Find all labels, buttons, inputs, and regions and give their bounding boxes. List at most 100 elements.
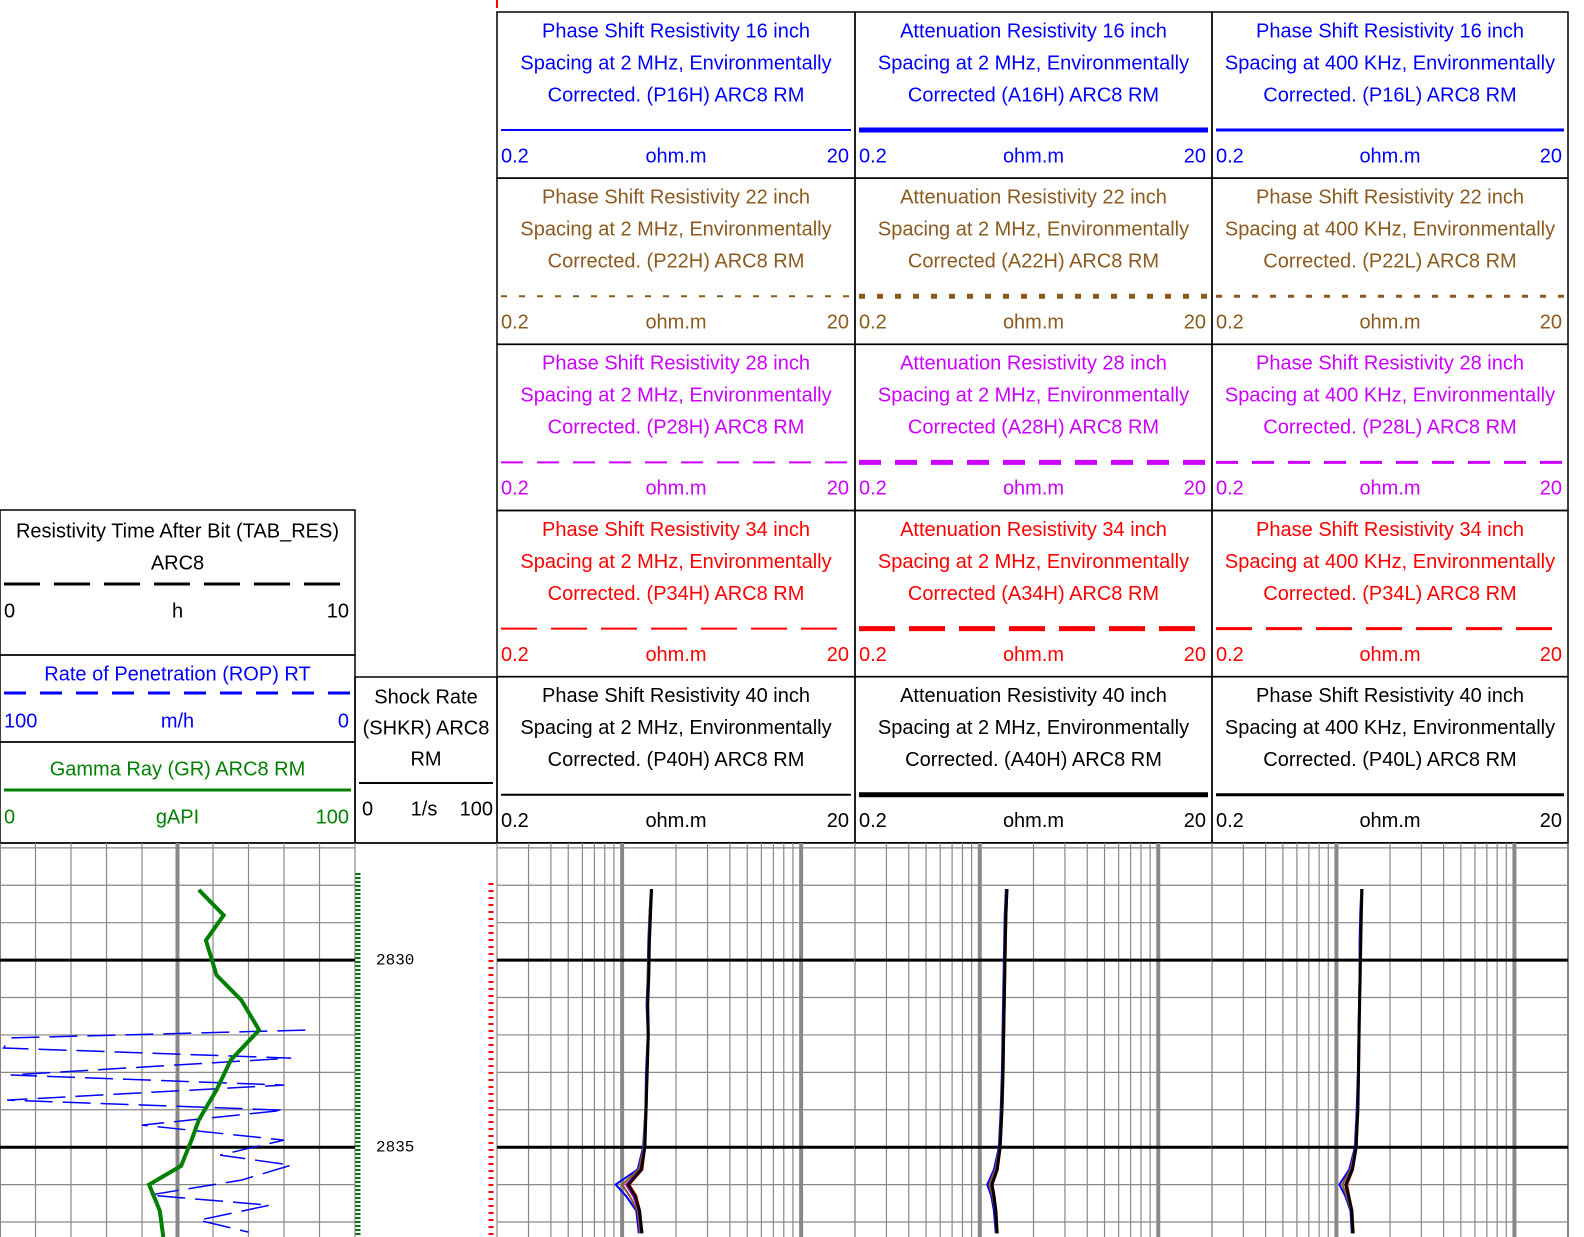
header-title: Spacing at 400 KHz, Environmentally <box>1225 218 1555 240</box>
scale-right: 20 <box>827 478 849 500</box>
header-title: Corrected. (P40L) ARC8 RM <box>1263 749 1516 771</box>
header-title: Corrected. (P34L) ARC8 RM <box>1263 583 1516 605</box>
header-title: Spacing at 2 MHz, Environmentally <box>878 52 1189 74</box>
header-title: ARC8 <box>151 552 204 574</box>
header-title: Gamma Ray (GR) ARC8 RM <box>50 758 306 780</box>
scale-unit: ohm.m <box>1003 644 1064 666</box>
scale-unit: ohm.m <box>645 311 706 333</box>
header-title: Spacing at 2 MHz, Environmentally <box>520 551 831 573</box>
header-title: Spacing at 2 MHz, Environmentally <box>878 551 1189 573</box>
header-title: Phase Shift Resistivity 16 inch <box>542 20 810 42</box>
scale-right: 20 <box>1540 145 1562 167</box>
scale-right: 20 <box>1184 145 1206 167</box>
scale-unit: 1/s <box>411 798 438 820</box>
header-title: Corrected. (P34H) ARC8 RM <box>548 583 805 605</box>
scale-unit: ohm.m <box>1359 810 1420 832</box>
header-title: Phase Shift Resistivity 34 inch <box>1256 519 1524 541</box>
header-title: Phase Shift Resistivity 40 inch <box>1256 685 1524 707</box>
scale-left: 0.2 <box>859 644 887 666</box>
header-title: Phase Shift Resistivity 40 inch <box>542 685 810 707</box>
scale-unit: ohm.m <box>645 810 706 832</box>
depth-label: 2830 <box>376 951 414 969</box>
header-title: Phase Shift Resistivity 28 inch <box>542 353 810 375</box>
scale-unit: ohm.m <box>1359 311 1420 333</box>
header-title: Corrected. (P40H) ARC8 RM <box>548 749 805 771</box>
scale-unit: ohm.m <box>1359 644 1420 666</box>
header-title: Corrected (A34H) ARC8 RM <box>908 583 1159 605</box>
header-title: Corrected. (P28L) ARC8 RM <box>1263 417 1516 439</box>
scale-left: 0.2 <box>1216 478 1244 500</box>
header-title: Spacing at 2 MHz, Environmentally <box>520 385 831 407</box>
header-title: Shock Rate <box>374 686 477 708</box>
header-title: (SHKR) ARC8 <box>363 717 490 739</box>
scale-unit: ohm.m <box>645 478 706 500</box>
scale-unit: m/h <box>161 710 194 732</box>
scale-unit: ohm.m <box>1003 311 1064 333</box>
header-title: Corrected. (P16L) ARC8 RM <box>1263 84 1516 106</box>
scale-right: 20 <box>827 145 849 167</box>
scale-right: 10 <box>327 600 349 622</box>
scale-left: 0.2 <box>1216 311 1244 333</box>
scale-unit: ohm.m <box>1359 145 1420 167</box>
header-title: Spacing at 400 KHz, Environmentally <box>1225 717 1555 739</box>
header-title: Spacing at 2 MHz, Environmentally <box>520 717 831 739</box>
header-title: Corrected. (P16H) ARC8 RM <box>548 84 805 106</box>
scale-right: 20 <box>1184 478 1206 500</box>
header-title: Corrected. (P22H) ARC8 RM <box>548 250 805 272</box>
log-curve <box>146 888 262 1237</box>
scale-right: 20 <box>827 311 849 333</box>
scale-right: 20 <box>1184 311 1206 333</box>
scale-left: 0 <box>4 600 15 622</box>
scale-left: 0 <box>4 806 15 828</box>
scale-unit: ohm.m <box>1359 478 1420 500</box>
scale-left: 0.2 <box>859 145 887 167</box>
header-title: Corrected. (P28H) ARC8 RM <box>548 417 805 439</box>
scale-right: 20 <box>1540 810 1562 832</box>
scale-left: 0 <box>362 798 373 820</box>
header-title: Spacing at 2 MHz, Environmentally <box>878 385 1189 407</box>
scale-unit: gAPI <box>156 806 199 828</box>
header-title: Attenuation Resistivity 16 inch <box>900 20 1167 42</box>
scale-left: 0.2 <box>501 145 529 167</box>
header-title: RM <box>410 748 441 770</box>
log-curve <box>990 888 1009 1234</box>
header-title: Spacing at 400 KHz, Environmentally <box>1225 52 1555 74</box>
header-title: Spacing at 2 MHz, Environmentally <box>520 218 831 240</box>
header-title: Spacing at 2 MHz, Environmentally <box>878 218 1189 240</box>
scale-left: 0.2 <box>1216 644 1244 666</box>
scale-right: 20 <box>1184 810 1206 832</box>
scale-left: 0.2 <box>859 311 887 333</box>
scale-right: 20 <box>1184 644 1206 666</box>
header-title: Attenuation Resistivity 34 inch <box>900 519 1167 541</box>
depth-label: 2835 <box>376 1138 414 1156</box>
scale-right: 20 <box>827 644 849 666</box>
header-title: Spacing at 2 MHz, Environmentally <box>878 717 1189 739</box>
header-title: Corrected. (P22L) ARC8 RM <box>1263 250 1516 272</box>
header-title: Corrected (A16H) ARC8 RM <box>908 84 1159 106</box>
scale-unit: ohm.m <box>645 644 706 666</box>
header-title: Corrected (A22H) ARC8 RM <box>908 250 1159 272</box>
scale-right: 100 <box>460 798 493 820</box>
scale-unit: ohm.m <box>1003 478 1064 500</box>
header-title: Attenuation Resistivity 22 inch <box>900 186 1167 208</box>
header-title: Phase Shift Resistivity 34 inch <box>542 519 810 541</box>
header-title: Resistivity Time After Bit (TAB_RES) <box>16 520 339 542</box>
log-curve <box>2 1029 306 1233</box>
scale-left: 0.2 <box>859 810 887 832</box>
header-title: Spacing at 2 MHz, Environmentally <box>520 52 831 74</box>
header-title: Attenuation Resistivity 28 inch <box>900 353 1167 375</box>
header-title: Phase Shift Resistivity 22 inch <box>1256 186 1524 208</box>
scale-right: 20 <box>1540 478 1562 500</box>
scale-left: 0.2 <box>501 810 529 832</box>
header-title: Phase Shift Resistivity 16 inch <box>1256 20 1524 42</box>
scale-left: 0.2 <box>859 478 887 500</box>
header-title: Rate of Penetration (ROP) RT <box>44 663 310 685</box>
scale-right: 0 <box>338 710 349 732</box>
scale-unit: ohm.m <box>1003 810 1064 832</box>
scale-left: 0.2 <box>501 644 529 666</box>
scale-unit: h <box>172 600 183 622</box>
header-title: Phase Shift Resistivity 28 inch <box>1256 353 1524 375</box>
scale-left: 100 <box>4 710 37 732</box>
